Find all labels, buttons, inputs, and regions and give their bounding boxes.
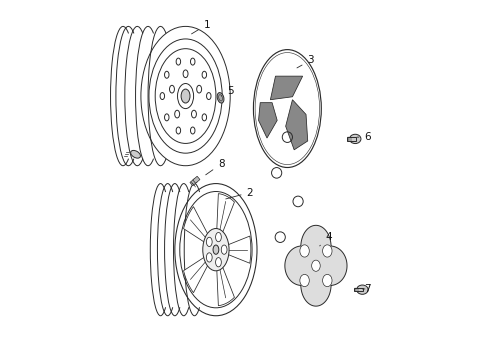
Ellipse shape (322, 245, 331, 257)
Ellipse shape (215, 233, 221, 242)
Polygon shape (216, 194, 234, 233)
Text: 1: 1 (191, 19, 210, 34)
Text: 5: 5 (221, 86, 233, 96)
Ellipse shape (203, 229, 228, 271)
Polygon shape (270, 76, 302, 100)
Ellipse shape (206, 237, 212, 247)
Bar (189, 179, 197, 186)
Ellipse shape (349, 134, 360, 144)
Polygon shape (285, 100, 307, 150)
Bar (353, 288, 362, 292)
Bar (346, 137, 355, 141)
Text: 2: 2 (225, 188, 253, 199)
Ellipse shape (213, 245, 218, 254)
Polygon shape (227, 236, 250, 263)
Text: 4: 4 (319, 232, 331, 246)
Ellipse shape (299, 274, 309, 287)
Polygon shape (183, 207, 207, 242)
Ellipse shape (206, 253, 212, 262)
Bar (192, 176, 200, 183)
Ellipse shape (130, 150, 140, 158)
Polygon shape (258, 103, 277, 138)
Ellipse shape (217, 93, 224, 103)
Polygon shape (285, 225, 346, 306)
Text: 6: 6 (356, 132, 370, 142)
Text: 8: 8 (205, 159, 224, 175)
Polygon shape (216, 266, 234, 306)
Ellipse shape (215, 258, 221, 267)
Ellipse shape (299, 245, 309, 257)
Ellipse shape (181, 89, 190, 103)
Text: 3: 3 (296, 55, 313, 68)
Text: 7: 7 (362, 284, 370, 294)
Ellipse shape (322, 274, 331, 287)
Ellipse shape (221, 245, 226, 254)
Ellipse shape (356, 285, 367, 294)
Ellipse shape (311, 260, 320, 271)
Polygon shape (183, 257, 207, 293)
